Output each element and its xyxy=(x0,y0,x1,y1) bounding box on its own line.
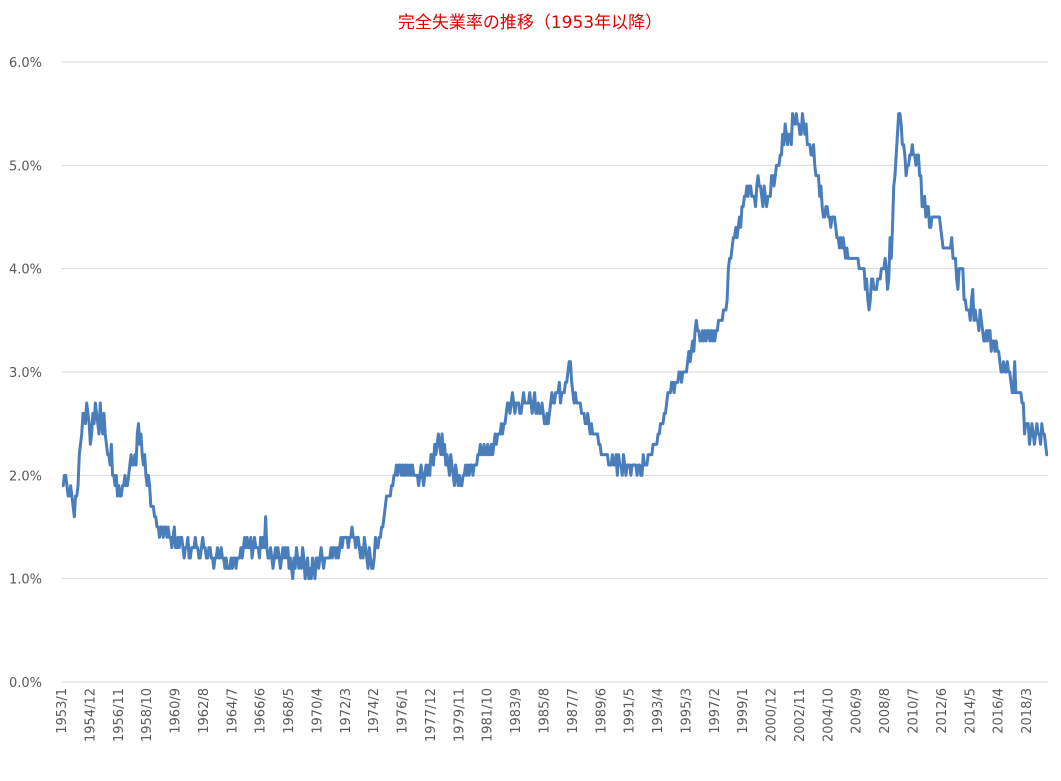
x-tick-label: 1962/8 xyxy=(197,688,212,734)
chart-title: 完全失業率の推移（1953年以降） xyxy=(398,13,662,33)
x-tick-label: 1999/1 xyxy=(736,688,751,734)
x-tick-label: 1989/6 xyxy=(594,688,609,734)
x-tick-label: 1977/12 xyxy=(424,688,439,742)
x-tick-label: 1997/2 xyxy=(708,688,723,734)
data-line xyxy=(61,112,1049,581)
y-tick-label: 4.0% xyxy=(9,263,42,278)
y-tick-label: 0.0% xyxy=(9,676,42,691)
x-tick-label: 2006/9 xyxy=(850,688,865,734)
x-tick-label: 1974/2 xyxy=(367,688,382,734)
x-tick-label: 1979/11 xyxy=(452,688,467,742)
x-tick-label: 1995/3 xyxy=(679,688,694,734)
x-tick-label: 1966/6 xyxy=(254,688,269,734)
x-tick-label: 1953/1 xyxy=(55,688,70,734)
x-tick-label: 1987/7 xyxy=(566,688,581,734)
y-tick-label: 5.0% xyxy=(9,159,42,174)
x-tick-label: 2002/11 xyxy=(793,688,808,742)
x-tick-label: 1968/5 xyxy=(282,688,297,734)
x-tick-label: 1991/5 xyxy=(623,688,638,734)
y-tick-label: 6.0% xyxy=(9,56,42,71)
y-tick-label: 1.0% xyxy=(9,573,42,588)
x-tick-label: 1981/10 xyxy=(481,688,496,742)
x-tick-label: 1956/11 xyxy=(112,688,127,742)
y-tick-label: 2.0% xyxy=(9,469,42,484)
x-tick-label: 2016/4 xyxy=(992,688,1007,734)
x-tick-label: 2014/5 xyxy=(963,688,978,734)
x-tick-label: 1958/10 xyxy=(140,688,155,742)
x-tick-label: 2008/8 xyxy=(878,688,893,734)
x-tick-label: 1960/9 xyxy=(169,688,184,734)
x-tick-label: 2012/6 xyxy=(935,688,950,734)
x-tick-label: 2010/7 xyxy=(906,688,921,734)
x-tick-label: 2018/3 xyxy=(1020,688,1035,734)
x-tick-label: 1985/8 xyxy=(538,688,553,734)
x-tick-label: 1954/12 xyxy=(83,688,98,742)
x-tick-label: 1964/7 xyxy=(225,688,240,734)
x-tick-label: 1976/1 xyxy=(396,688,411,734)
x-tick-label: 2000/12 xyxy=(765,688,780,742)
x-tick-label: 1970/4 xyxy=(310,688,325,734)
x-tick-label: 2004/10 xyxy=(821,688,836,742)
x-tick-label: 1972/3 xyxy=(339,688,354,734)
x-tick-label: 1993/4 xyxy=(651,688,666,734)
y-tick-label: 3.0% xyxy=(9,366,42,381)
x-tick-label: 1983/9 xyxy=(509,688,524,734)
